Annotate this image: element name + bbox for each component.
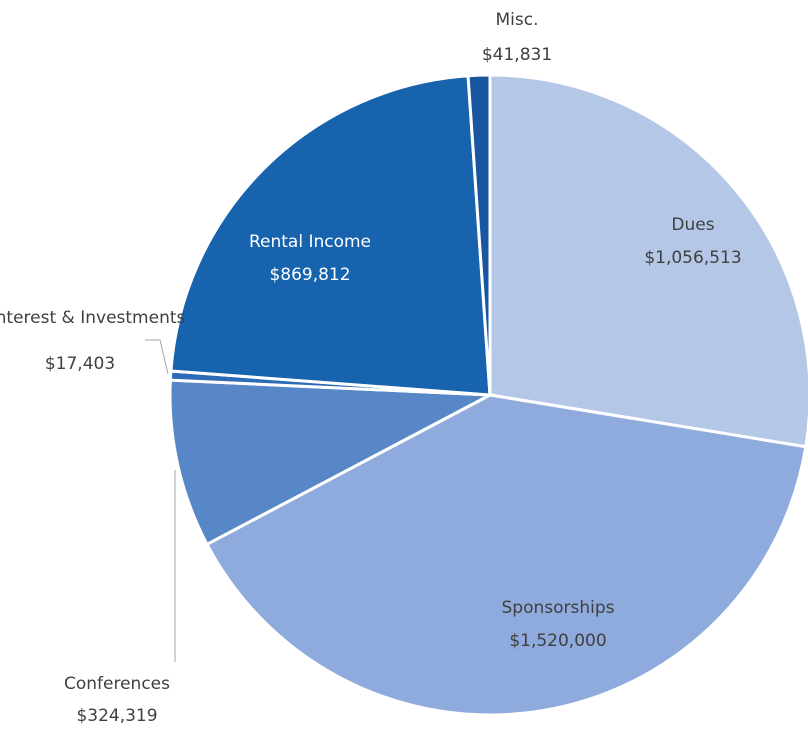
slice-value-label: $869,812 (269, 265, 350, 285)
slice-label: Rental Income (249, 232, 371, 252)
pie-slice (204, 393, 808, 717)
pie-slice (488, 73, 808, 449)
pie-slice (169, 74, 492, 397)
slice-value-label: $17,403 (45, 354, 115, 374)
slice-label: Sponsorships (501, 598, 614, 618)
pie-slice (466, 73, 492, 396)
slice-value-label: $41,831 (482, 45, 552, 65)
slice-value-label: $1,056,513 (644, 248, 741, 268)
slice-label: Interest & Investments (0, 308, 185, 328)
slice-label: Dues (671, 215, 714, 235)
pie-slice (168, 378, 496, 547)
leader-line (145, 339, 169, 375)
slice-label: Conferences (64, 674, 170, 694)
slice-value-label: $1,520,000 (509, 631, 606, 651)
slice-label: Misc. (496, 10, 539, 30)
slice-value-label: $324,319 (76, 706, 157, 726)
